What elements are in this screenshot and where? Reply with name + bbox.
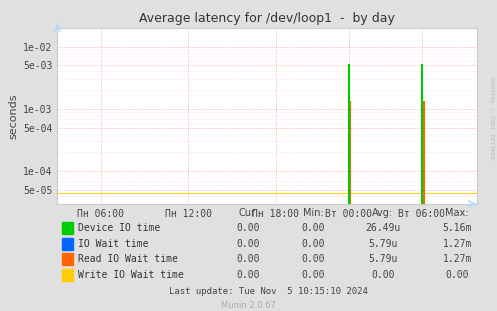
Text: 1.27m: 1.27m <box>442 254 472 264</box>
Text: IO Wait time: IO Wait time <box>78 239 149 248</box>
Text: Cur:: Cur: <box>239 208 258 218</box>
Text: 0.00: 0.00 <box>237 270 260 280</box>
Text: 26.49u: 26.49u <box>365 223 400 233</box>
Text: 0.00: 0.00 <box>237 254 260 264</box>
Text: 0.00: 0.00 <box>301 223 325 233</box>
Text: 0.00: 0.00 <box>371 270 395 280</box>
Text: RRDTOOL / TOBI OETIKER: RRDTOOL / TOBI OETIKER <box>490 77 495 160</box>
Text: 5.79u: 5.79u <box>368 239 398 248</box>
Text: Avg:: Avg: <box>372 208 393 218</box>
Text: 0.00: 0.00 <box>237 223 260 233</box>
Text: 0.00: 0.00 <box>301 239 325 248</box>
Text: Last update: Tue Nov  5 10:15:10 2024: Last update: Tue Nov 5 10:15:10 2024 <box>169 287 368 296</box>
Text: 0.00: 0.00 <box>301 254 325 264</box>
Text: Read IO Wait time: Read IO Wait time <box>78 254 178 264</box>
Text: 0.00: 0.00 <box>301 270 325 280</box>
Text: 5.79u: 5.79u <box>368 254 398 264</box>
Text: Min:: Min: <box>303 208 324 218</box>
Text: 1.27m: 1.27m <box>442 239 472 248</box>
Text: Max:: Max: <box>445 208 469 218</box>
Text: 0.00: 0.00 <box>445 270 469 280</box>
Title: Average latency for /dev/loop1  -  by day: Average latency for /dev/loop1 - by day <box>139 12 395 26</box>
Text: Device IO time: Device IO time <box>78 223 160 233</box>
Text: 5.16m: 5.16m <box>442 223 472 233</box>
Text: Write IO Wait time: Write IO Wait time <box>78 270 184 280</box>
Text: Munin 2.0.67: Munin 2.0.67 <box>221 301 276 310</box>
Text: 0.00: 0.00 <box>237 239 260 248</box>
Y-axis label: seconds: seconds <box>9 93 19 139</box>
